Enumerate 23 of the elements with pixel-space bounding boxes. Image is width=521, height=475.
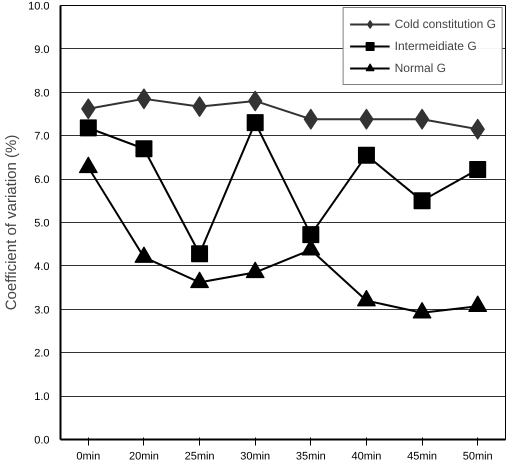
legend-label: Cold constitution G (394, 17, 496, 31)
x-tick-label: 50min (462, 450, 493, 462)
y-tick-label: 4.0 (34, 260, 50, 273)
y-tick-label: 1.0 (34, 391, 50, 404)
x-tick-label: 40min (351, 450, 382, 462)
x-tick-label: 30min (240, 450, 270, 462)
y-tick-label: 5.0 (34, 218, 50, 230)
y-tick-label: 9.0 (34, 44, 50, 56)
x-tick-label: 35min (296, 450, 326, 462)
legend-label: Normal G (394, 61, 446, 75)
x-tick-label: 0min (76, 450, 100, 462)
y-tick-label: 3.0 (34, 304, 50, 316)
x-tick-label: 20min (128, 450, 159, 462)
y-tick-label: 10.0 (28, 0, 50, 12)
x-tick-label: 25min (184, 450, 215, 462)
legend-label: Intermeidiate G (394, 39, 477, 53)
y-tick-label: 7.0 (34, 130, 50, 143)
y-tick-label: 8.0 (34, 87, 50, 100)
y-axis-title: Coefficient of variation (%) (3, 134, 20, 310)
x-tick-label: 45min (407, 450, 438, 462)
y-tick-label: 6.0 (34, 174, 50, 186)
y-tick-label: 0.0 (34, 434, 50, 446)
y-tick-label: 2.0 (34, 348, 50, 360)
